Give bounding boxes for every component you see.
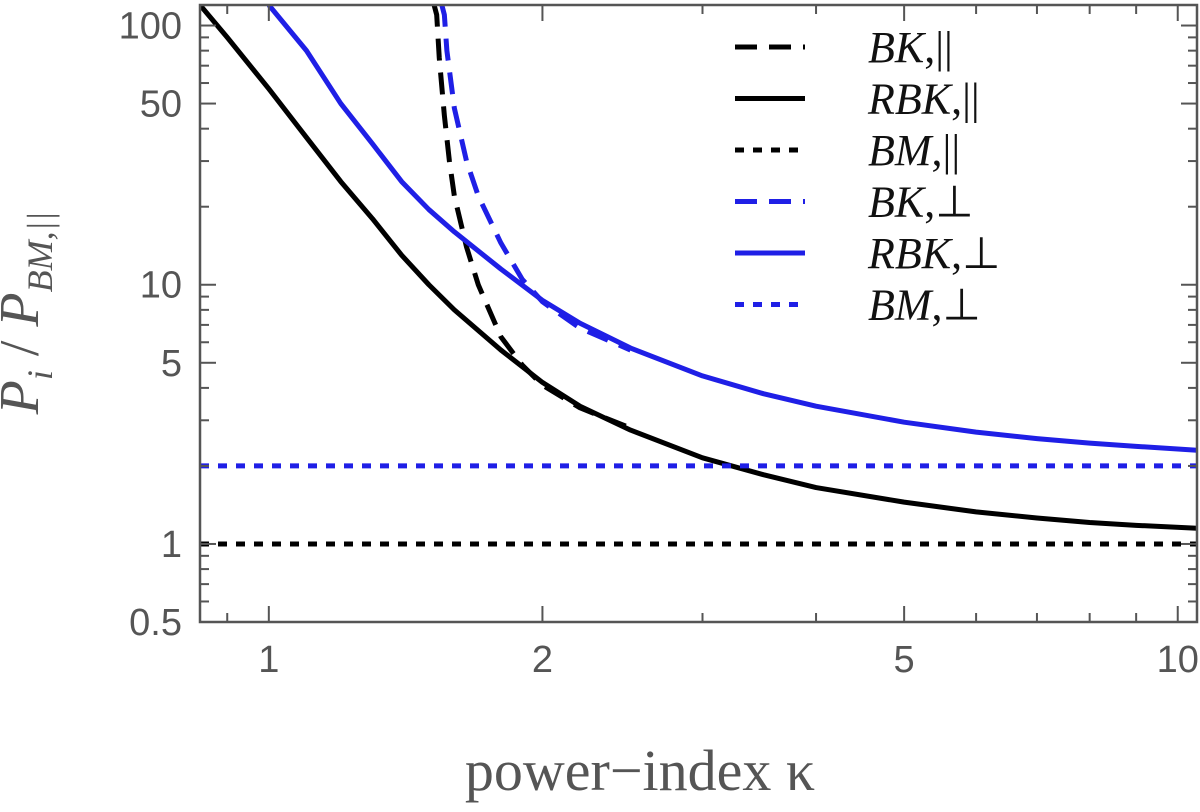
legend-label-bk-par: BK,|| (868, 23, 953, 72)
svg-text:Pi / PBM,||: Pi / PBM,|| (0, 212, 60, 416)
x-tick-label-5: 5 (894, 639, 915, 681)
legend-label-bk-perp: BK,⊥ (868, 178, 974, 227)
legend-label-rbk-par: RBK,|| (867, 75, 980, 124)
legend-label-bm-perp: BM,⊥ (868, 281, 981, 330)
series-line-rbk-perp (266, 5, 1197, 453)
y-tick-label-1: 1 (161, 524, 182, 566)
axis-ticks: 1 2 5 10 0.5 1 5 10 50 100 (119, 5, 1199, 681)
legend-label-bm-par: BM,|| (868, 126, 960, 175)
y-axis-title: Pi / PBM,|| (0, 212, 60, 416)
y-title-numerator: P (0, 380, 51, 415)
y-tick-label-5: 5 (161, 343, 182, 385)
series-layer (200, 5, 1197, 547)
y-tick-label-100: 100 (119, 6, 182, 48)
x-tick-label-2: 2 (532, 639, 553, 681)
series-line-bk-perp (439, 5, 632, 353)
legend-label-rbk-perp: RBK,⊥ (867, 229, 1000, 278)
y-title-slash: / (0, 327, 51, 371)
plot-frame (198, 3, 1199, 624)
y-tick-label-0.5: 0.5 (129, 602, 182, 644)
y-tick-label-50: 50 (140, 84, 182, 126)
legend: BK,||RBK,||BM,||BK,⊥RBK,⊥BM,⊥ (735, 23, 1000, 330)
y-title-denominator: P (0, 292, 51, 327)
series-line-bk-par (431, 5, 632, 431)
x-tick-label-10: 10 (1157, 639, 1199, 681)
y-title-denominator-sub: BM,|| (20, 212, 60, 293)
x-tick-label-1: 1 (258, 639, 279, 681)
y-tick-label-10: 10 (140, 265, 182, 307)
series-line-rbk-par (200, 5, 1197, 531)
x-axis-title: power−index κ (465, 738, 815, 803)
y-title-numerator-sub: i (20, 370, 60, 380)
